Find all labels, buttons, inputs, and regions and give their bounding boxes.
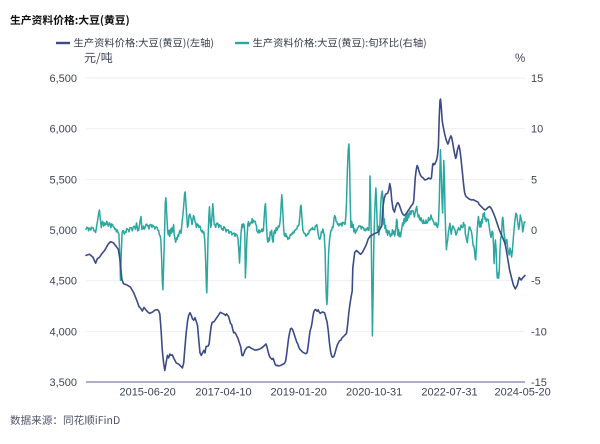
svg-text:2019-01-20: 2019-01-20 <box>271 387 327 399</box>
svg-text:4,000: 4,000 <box>49 326 77 338</box>
svg-text:0: 0 <box>531 225 537 237</box>
svg-text:2024-05-20: 2024-05-20 <box>494 387 550 399</box>
svg-text:6,000: 6,000 <box>49 124 77 136</box>
svg-text:2022-07-31: 2022-07-31 <box>421 387 477 399</box>
svg-text:5: 5 <box>531 174 537 186</box>
svg-text:-5: -5 <box>531 276 541 288</box>
svg-text:10: 10 <box>531 124 543 136</box>
svg-text:5,000: 5,000 <box>49 225 77 237</box>
svg-text:2015-06-20: 2015-06-20 <box>119 387 175 399</box>
svg-text:15: 15 <box>531 73 543 85</box>
svg-text:5,500: 5,500 <box>49 174 77 186</box>
svg-text:2020-10-31: 2020-10-31 <box>346 387 402 399</box>
svg-text:6,500: 6,500 <box>49 73 77 85</box>
svg-text:-10: -10 <box>531 326 547 338</box>
svg-text:%: % <box>515 53 525 65</box>
svg-text:2017-04-10: 2017-04-10 <box>195 387 251 399</box>
svg-text:-15: -15 <box>531 377 547 389</box>
svg-text:4,500: 4,500 <box>49 276 77 288</box>
svg-text:3,500: 3,500 <box>49 377 77 389</box>
